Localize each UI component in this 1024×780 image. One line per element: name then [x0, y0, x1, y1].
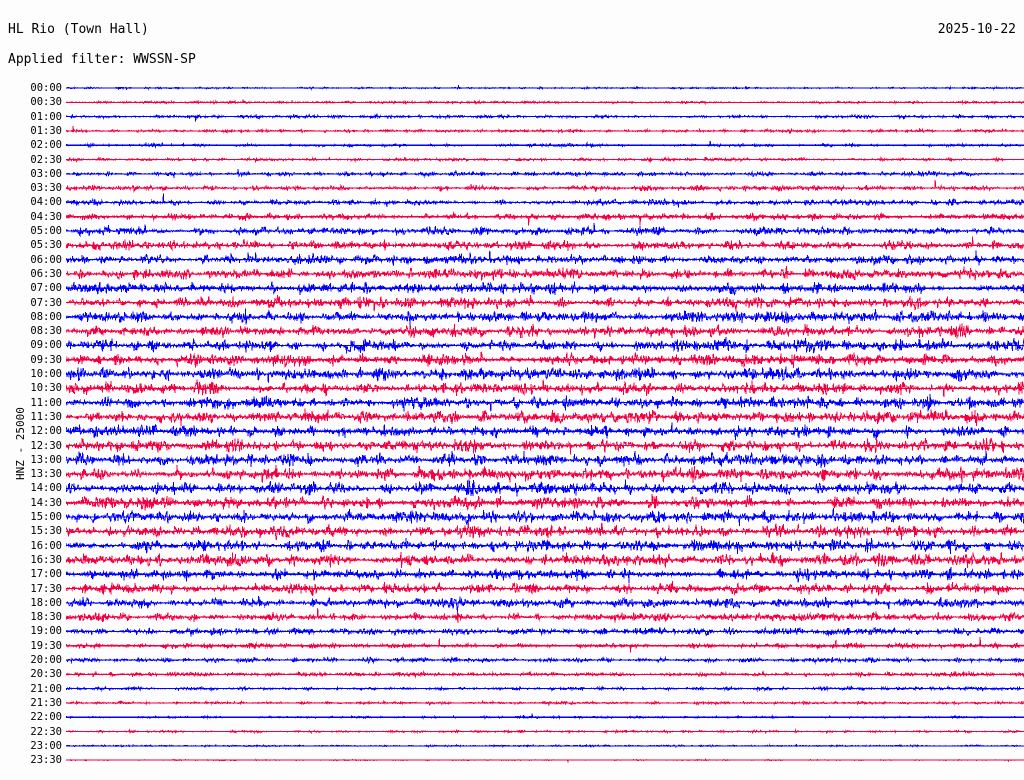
seismic-trace: [66, 180, 1024, 193]
seismic-trace: [66, 141, 1024, 149]
time-tick-label: 16:30: [30, 553, 62, 566]
time-tick-label: 10:30: [30, 382, 62, 395]
seismic-trace: [66, 567, 1024, 584]
seismic-trace: [66, 113, 1024, 122]
seismic-trace: [66, 236, 1024, 252]
seismic-trace: [66, 713, 1024, 721]
time-tick-label: 04:30: [30, 210, 62, 223]
time-tick-label: 11:30: [30, 410, 62, 423]
time-tick-label: 15:00: [30, 511, 62, 523]
seismic-trace: [66, 295, 1024, 312]
date-label: 2025-10-22: [937, 22, 1016, 37]
trace-area: [66, 78, 1024, 774]
seismic-trace: [66, 608, 1024, 624]
time-tick-label: 16:00: [30, 539, 62, 552]
time-tick-label: 18:00: [30, 596, 62, 609]
time-tick-label: 05:30: [30, 239, 62, 252]
seismic-trace: [66, 522, 1024, 541]
time-tick-label: 19:30: [30, 639, 62, 652]
time-tick-label: 08:00: [30, 310, 62, 323]
time-tick-label: 00:00: [30, 82, 62, 94]
time-tick-label: 17:30: [30, 582, 62, 595]
time-tick-label: 18:30: [30, 611, 62, 624]
time-tick-label: 23:30: [30, 754, 62, 767]
station-title: HL Rio (Town Hall): [8, 22, 149, 37]
time-tick-label: 13:00: [30, 453, 62, 466]
seismic-trace: [66, 465, 1024, 483]
time-tick-label: 03:30: [30, 182, 62, 195]
time-tick-label: 01:30: [30, 124, 62, 137]
time-tick-label: 20:30: [30, 668, 62, 681]
time-tick-label: 09:00: [30, 339, 62, 352]
seismic-trace: [66, 266, 1024, 281]
seismic-trace: [66, 280, 1024, 296]
time-tick-label: 15:30: [30, 525, 62, 538]
time-tick-label: 05:00: [30, 225, 62, 237]
time-tick-label: 14:00: [30, 482, 62, 495]
helicorder-plot: 00:00 00:30 01:00 01:30 02:00 02:30 03:00 03:30…: [0, 78, 1024, 774]
time-tick-label: 21:00: [30, 682, 62, 695]
seismic-trace: [66, 337, 1024, 354]
time-tick-label: 21:30: [30, 696, 62, 709]
time-tick-label: 03:00: [30, 167, 62, 180]
time-tick-label: 17:00: [30, 568, 62, 581]
time-axis: 00:00 00:30 01:00 01:30 02:00 02:30 03:00 03:30…: [0, 78, 66, 774]
seismic-trace: [66, 211, 1024, 226]
time-tick-label: 19:00: [30, 625, 62, 638]
time-tick-label: 20:00: [30, 654, 62, 666]
seismic-trace: [66, 437, 1024, 455]
seismic-trace: [66, 422, 1024, 441]
time-tick-label: 23:00: [30, 739, 62, 752]
seismic-trace: [66, 636, 1024, 653]
time-tick-label: 04:00: [30, 196, 62, 209]
time-tick-label: 11:00: [30, 396, 62, 409]
time-tick-label: 22:00: [30, 711, 62, 724]
trace-svg: [66, 84, 1024, 764]
time-tick-label: 10:00: [30, 368, 62, 380]
seismic-trace: [66, 595, 1024, 612]
time-tick-label: 13:30: [30, 468, 62, 481]
time-tick-label: 12:30: [30, 439, 62, 452]
time-tick-label: 09:30: [30, 353, 62, 366]
seismic-trace: [66, 125, 1024, 135]
applied-filter-label: Applied filter: WWSSN-SP: [8, 52, 196, 67]
time-tick-label: 00:30: [30, 96, 62, 109]
time-tick-label: 06:00: [30, 253, 62, 266]
seismic-trace: [66, 351, 1024, 369]
seismic-trace: [66, 408, 1024, 426]
seismic-trace: [66, 581, 1024, 597]
time-tick-label: 14:30: [30, 496, 62, 509]
seismic-trace: [66, 366, 1024, 383]
seismic-trace: [66, 250, 1024, 267]
time-tick-label: 02:00: [30, 139, 62, 152]
time-tick-label: 08:30: [30, 325, 62, 338]
time-tick-label: 06:30: [30, 267, 62, 280]
time-tick-label: 02:30: [30, 153, 62, 166]
time-tick-label: 12:00: [30, 425, 62, 438]
time-tick-label: 07:30: [30, 296, 62, 309]
time-tick-label: 01:00: [30, 110, 62, 123]
seismic-trace: [66, 222, 1024, 238]
seismic-trace: [66, 193, 1024, 208]
time-tick-label: 07:00: [30, 282, 62, 295]
time-tick-label: 22:30: [30, 725, 62, 738]
seismic-trace: [66, 450, 1024, 469]
